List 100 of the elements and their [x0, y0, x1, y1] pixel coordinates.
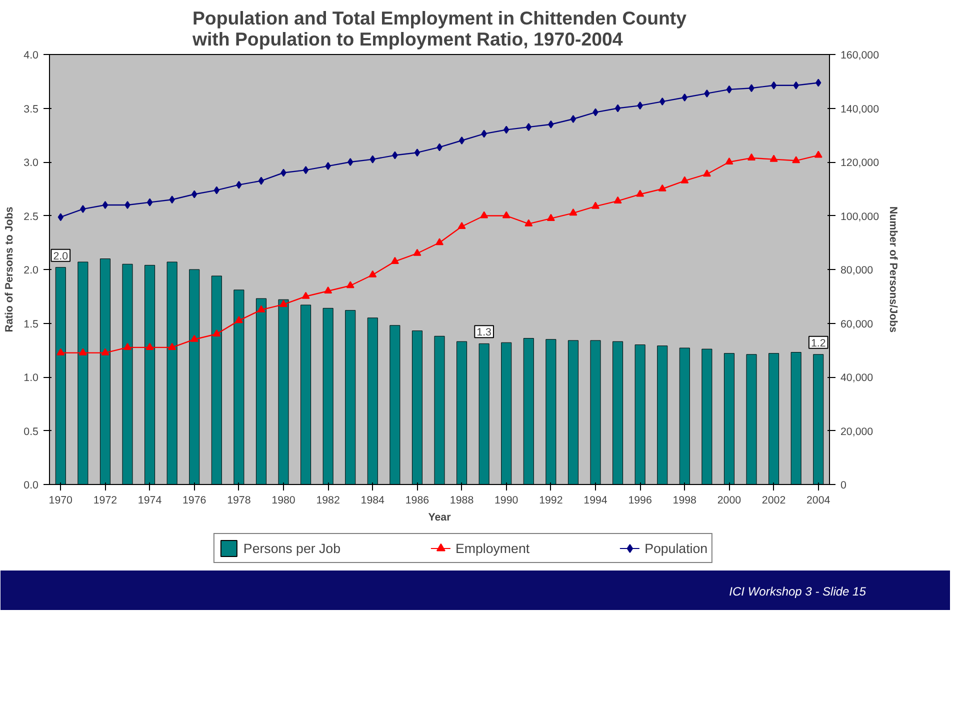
point: [234, 316, 243, 324]
point: [704, 89, 710, 98]
point: [325, 162, 331, 170]
point: [592, 108, 598, 116]
point: [614, 104, 621, 112]
x-tick-label: 1980: [272, 494, 296, 506]
x-tick-label: 2002: [762, 494, 786, 506]
point: [748, 153, 756, 160]
point: [146, 342, 154, 350]
chart-title: Population and Total Employment in Chittenden County with Population to Employment Ratio, 1970-2004: [191, 8, 688, 50]
y-tick-label: 3.0: [24, 157, 39, 169]
x-tick-label: 2000: [717, 494, 742, 506]
point: [392, 151, 398, 160]
point: [280, 300, 288, 307]
point: [702, 170, 711, 177]
point: [258, 176, 264, 185]
y2-tick-label: 100,000: [840, 210, 880, 223]
point: [124, 342, 132, 350]
point: [168, 342, 176, 350]
point: [458, 136, 465, 144]
data-label: 1.2: [810, 337, 826, 350]
point: [637, 102, 643, 110]
point: [481, 130, 487, 138]
y2-tick-label: 120,000: [840, 157, 880, 169]
point: [592, 202, 600, 209]
y2-tick-label: 60,000: [840, 318, 874, 330]
point: [725, 157, 734, 165]
point: [80, 205, 86, 214]
point: [726, 85, 732, 94]
point: [793, 81, 799, 90]
point: [280, 168, 286, 177]
point: [413, 248, 422, 256]
x-tick-label: 1996: [628, 494, 652, 506]
point: [348, 158, 354, 166]
point: [58, 213, 64, 222]
point: [436, 143, 442, 152]
point: [102, 201, 108, 209]
point: [192, 190, 198, 198]
point: [302, 166, 309, 174]
point: [502, 211, 510, 218]
point: [770, 81, 777, 90]
y2-tick-label: 40,000: [840, 372, 874, 384]
y2-axis-title: Number of Persons/Jobs: [887, 206, 900, 333]
y-tick-label: 1.5: [24, 318, 39, 330]
y-tick-label: 2.5: [24, 210, 39, 223]
point: [190, 334, 198, 342]
data-label: 1.3: [476, 326, 492, 339]
point: [436, 238, 444, 246]
point: [236, 180, 242, 189]
x-tick-label: 1976: [182, 494, 206, 506]
data-label: 2.0: [53, 250, 68, 262]
x-tick-label: 1988: [450, 494, 474, 506]
point: [636, 190, 644, 197]
x-tick-label: 1970: [48, 494, 73, 506]
point: [346, 281, 354, 288]
point: [458, 222, 466, 230]
y-tick-label: 1.0: [24, 372, 39, 384]
y-tick-label: 0.5: [24, 426, 39, 438]
y-axis-title: Ratio of Persons to Jobs: [4, 206, 16, 332]
point: [548, 120, 554, 128]
point: [614, 196, 622, 204]
point: [569, 208, 578, 216]
point: [101, 348, 110, 356]
point: [504, 126, 510, 134]
point: [546, 214, 555, 221]
point: [480, 211, 488, 218]
point: [570, 115, 576, 123]
point: [414, 148, 420, 157]
x-tick-label: 1986: [405, 494, 430, 506]
point: [368, 270, 377, 278]
x-tick-label: 1978: [227, 494, 251, 506]
point: [390, 256, 399, 264]
text: ICI Workshop 3 - Slide 15: [729, 584, 866, 598]
legend-label: Population: [644, 540, 708, 556]
point: [658, 184, 666, 192]
point: [214, 186, 220, 194]
point: [748, 84, 754, 92]
point: [324, 286, 332, 294]
point: [792, 156, 800, 164]
x-tick-label: 1984: [360, 494, 385, 506]
legend-label: Employment: [455, 540, 530, 556]
x-tick-label: 1974: [138, 494, 162, 506]
x-axis-title: Year: [428, 512, 451, 524]
y-tick-label: 3.5: [24, 103, 39, 116]
y-tick-label: 2.0: [24, 264, 39, 276]
x-tick-label: 1982: [316, 494, 340, 506]
point: [680, 176, 689, 184]
x-tick-label: 1998: [672, 494, 697, 506]
point: [814, 150, 822, 158]
point: [682, 94, 688, 102]
x-tick-label: 1992: [539, 494, 563, 506]
point: [302, 292, 310, 299]
point: [169, 196, 175, 204]
point: [770, 154, 778, 162]
point: [78, 348, 87, 356]
point: [370, 155, 376, 164]
y2-tick-label: 20,000: [840, 426, 874, 438]
point: [526, 123, 532, 132]
point: [257, 305, 266, 312]
point: [124, 201, 130, 209]
